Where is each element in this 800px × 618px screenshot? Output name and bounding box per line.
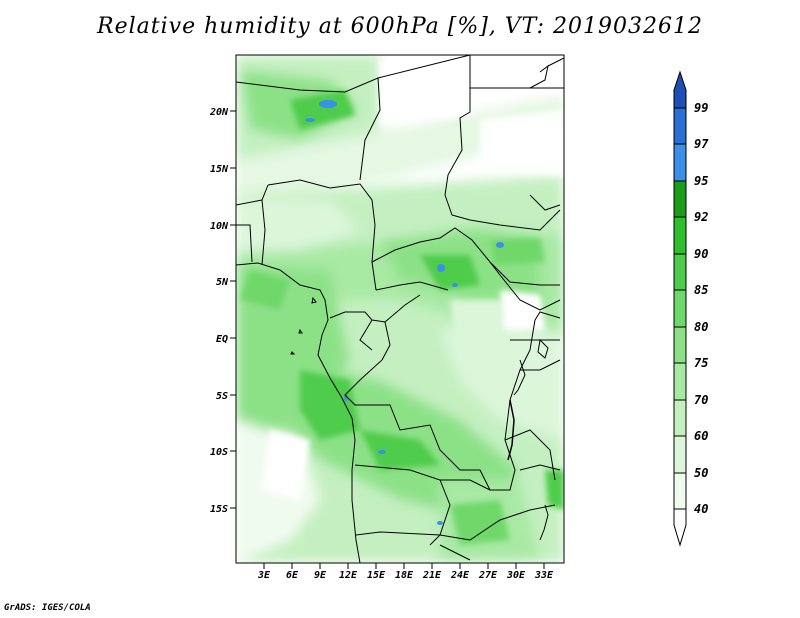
country-borders — [236, 55, 564, 563]
lon-tick-label: 33E — [534, 570, 554, 581]
colorbar: 99 97 95 92 90 85 80 75 70 60 50 40 — [673, 70, 709, 547]
colorbar-label: 99 — [694, 101, 708, 115]
colorbar-swatch — [673, 472, 687, 510]
lat-tick-label: 15N — [210, 164, 229, 175]
lon-tick-label: 27E — [478, 570, 498, 581]
lon-tick-label: 18E — [395, 570, 414, 581]
colorbar-swatch — [673, 107, 687, 145]
colorbar-bottom-arrow — [673, 508, 687, 547]
lat-tick-label: 15S — [210, 504, 228, 515]
plot-title: Relative humidity at 600hPa [%], VT: 201… — [97, 14, 703, 39]
colorbar-label: 75 — [694, 356, 708, 370]
colorbar-label: 70 — [694, 393, 708, 407]
lon-tick-label: 3E — [257, 570, 271, 581]
lat-axis: 20N 15N 10N 5N EQ 5S 10S 15S — [209, 107, 236, 515]
colorbar-label: 92 — [694, 210, 708, 224]
grads-credit: GrADS: IGES/COLA — [4, 603, 91, 613]
lat-tick-label: 10S — [210, 447, 228, 458]
colorbar-swatch — [673, 143, 687, 182]
colorbar-label: 85 — [694, 283, 708, 297]
lon-axis: 3E 6E 9E 12E 15E 18E 21E 24E 27E 30E 33E — [257, 563, 554, 581]
lat-tick-label: 10N — [210, 221, 229, 232]
lat-tick-label: EQ — [216, 334, 228, 345]
map-frame — [235, 54, 565, 564]
colorbar-label: 50 — [694, 466, 708, 480]
colorbar-label: 95 — [694, 174, 708, 188]
colorbar-swatch — [673, 180, 687, 218]
colorbar-swatch — [673, 253, 687, 291]
colorbar-label: 60 — [694, 429, 708, 443]
colorbar-swatch — [673, 289, 687, 328]
lon-tick-label: 24E — [450, 570, 470, 581]
colorbar-swatch — [673, 326, 687, 364]
colorbar-label: 80 — [694, 320, 708, 334]
lon-tick-label: 12E — [339, 570, 358, 581]
lon-tick-label: 9E — [314, 570, 327, 581]
colorbar-swatch — [673, 216, 687, 255]
colorbar-swatch — [673, 399, 687, 437]
lon-tick-label: 6E — [286, 570, 299, 581]
colorbar-label: 97 — [694, 137, 709, 151]
lat-tick-label: 5S — [216, 391, 228, 402]
lon-tick-label: 15E — [367, 570, 386, 581]
colorbar-label: 90 — [694, 247, 708, 261]
colorbar-top-arrow — [673, 70, 687, 109]
colorbar-swatch — [673, 362, 687, 401]
colorbar-swatch — [673, 435, 687, 474]
lon-tick-label: 21E — [422, 570, 442, 581]
colorbar-label: 40 — [694, 502, 708, 516]
lat-tick-label: 20N — [209, 107, 229, 118]
lat-tick-label: 5N — [216, 277, 229, 288]
lon-tick-label: 30E — [506, 570, 526, 581]
